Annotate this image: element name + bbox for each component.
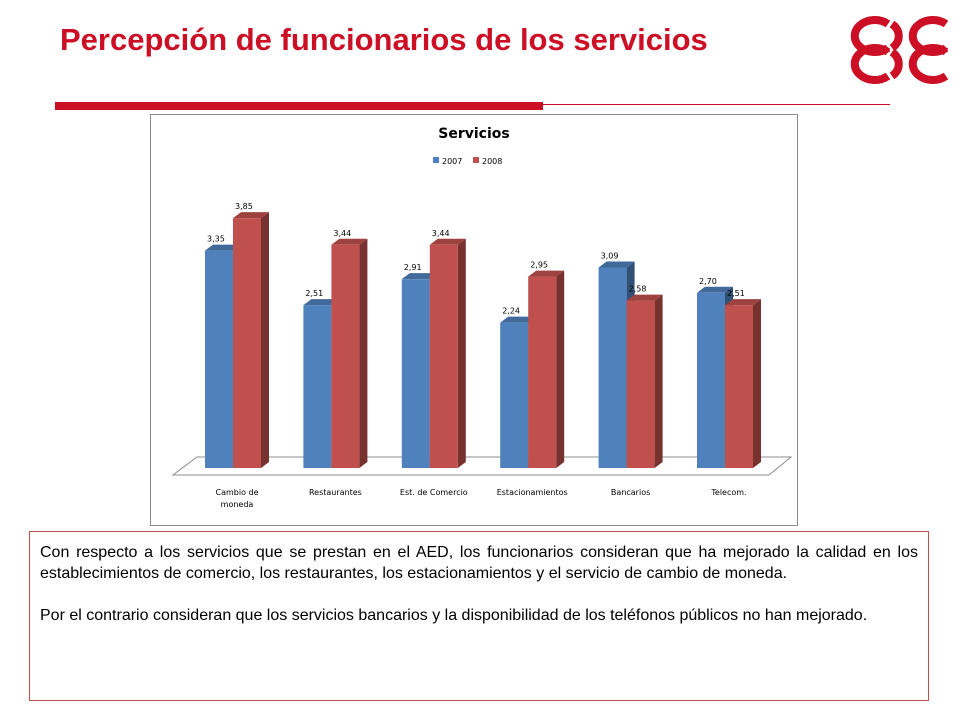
data-label-2007-5: 2,70: [699, 277, 717, 286]
data-label-2008-4: 2,58: [629, 285, 647, 294]
category-label-5: Telecom.: [710, 488, 746, 497]
data-label-2007-2: 2,91: [404, 263, 422, 272]
triple-c-logo-icon: [850, 16, 948, 84]
data-label-2007-4: 3,09: [601, 251, 619, 260]
bar-top-2008-3: [528, 270, 565, 277]
bar-2007-4: [598, 267, 627, 468]
category-label-0: Cambio de: [215, 488, 258, 497]
bar-top-2007-2: [401, 273, 438, 280]
bar-top-2008-0: [233, 212, 269, 219]
bar-top-2008-4: [626, 294, 663, 301]
category-label-0-line2: moneda: [221, 500, 254, 509]
bar-top-2008-5: [725, 299, 761, 306]
bar-side-2008-1: [359, 238, 368, 468]
data-label-2008-0: 3,85: [235, 202, 253, 211]
legend-swatch-2007: [433, 157, 439, 163]
bar-2007-3: [500, 322, 529, 468]
bar-2008-1: [331, 244, 360, 468]
data-label-2008-2: 3,44: [432, 229, 450, 238]
title-underline-thick: [55, 102, 543, 110]
bar-top-2007-1: [303, 299, 340, 306]
bar-2008-0: [233, 218, 261, 468]
chart-title: Servicios: [438, 126, 509, 142]
category-label-1: Restaurantes: [309, 488, 362, 497]
commentary-paragraph-2: Por el contrario consideran que los serv…: [40, 607, 868, 624]
commentary-box: Con respecto a los servicios que se pres…: [29, 531, 929, 701]
legend-label-2007: 2007: [442, 157, 462, 166]
bar-side-2008-2: [457, 238, 466, 468]
bar-2007-0: [205, 250, 233, 468]
bar-top-2008-2: [429, 238, 466, 245]
data-label-2007-0: 3,35: [207, 235, 225, 244]
legend-swatch-2008: [473, 157, 479, 163]
data-label-2007-3: 2,24: [502, 307, 520, 316]
bar-top-2008-1: [331, 238, 368, 245]
category-label-4: Bancarios: [611, 488, 650, 497]
data-label-2008-3: 2,95: [530, 261, 548, 270]
bar-2008-5: [725, 305, 753, 468]
bar-top-2007-4: [598, 261, 635, 268]
category-label-3: Estacionamientos: [497, 488, 568, 497]
bar-2008-3: [528, 276, 557, 468]
title-underline-thin: [543, 104, 890, 105]
data-label-2008-1: 3,44: [333, 229, 351, 238]
bar-top-2007-5: [697, 286, 733, 293]
data-label-2008-5: 2,51: [727, 289, 745, 298]
bar-side-2008-5: [753, 299, 761, 468]
bar-side-2008-4: [654, 294, 663, 468]
slide-title: Percepción de funcionarios de los servic…: [60, 22, 708, 57]
bar-2008-2: [429, 244, 458, 468]
commentary-paragraph-1: Con respecto a los servicios que se pres…: [40, 544, 918, 582]
legend-label-2008: 2008: [482, 157, 502, 166]
bar-top-2007-3: [500, 316, 537, 323]
bar-2007-5: [697, 292, 725, 468]
chart-container: Servicios 2007 2008 3,35 3,85 Cambio de moneda…: [150, 114, 798, 526]
bar-2007-2: [401, 279, 430, 468]
bar-chart: Servicios 2007 2008 3,35 3,85 Cambio de moneda…: [171, 126, 793, 509]
bar-side-2008-3: [556, 270, 565, 468]
bar-2007-1: [303, 305, 332, 468]
bar-2008-4: [626, 300, 655, 468]
category-label-2: Est. de Comercio: [400, 488, 468, 497]
data-label-2007-1: 2,51: [305, 289, 323, 298]
bar-side-2008-0: [261, 212, 269, 468]
bar-top-2007-0: [205, 244, 241, 251]
